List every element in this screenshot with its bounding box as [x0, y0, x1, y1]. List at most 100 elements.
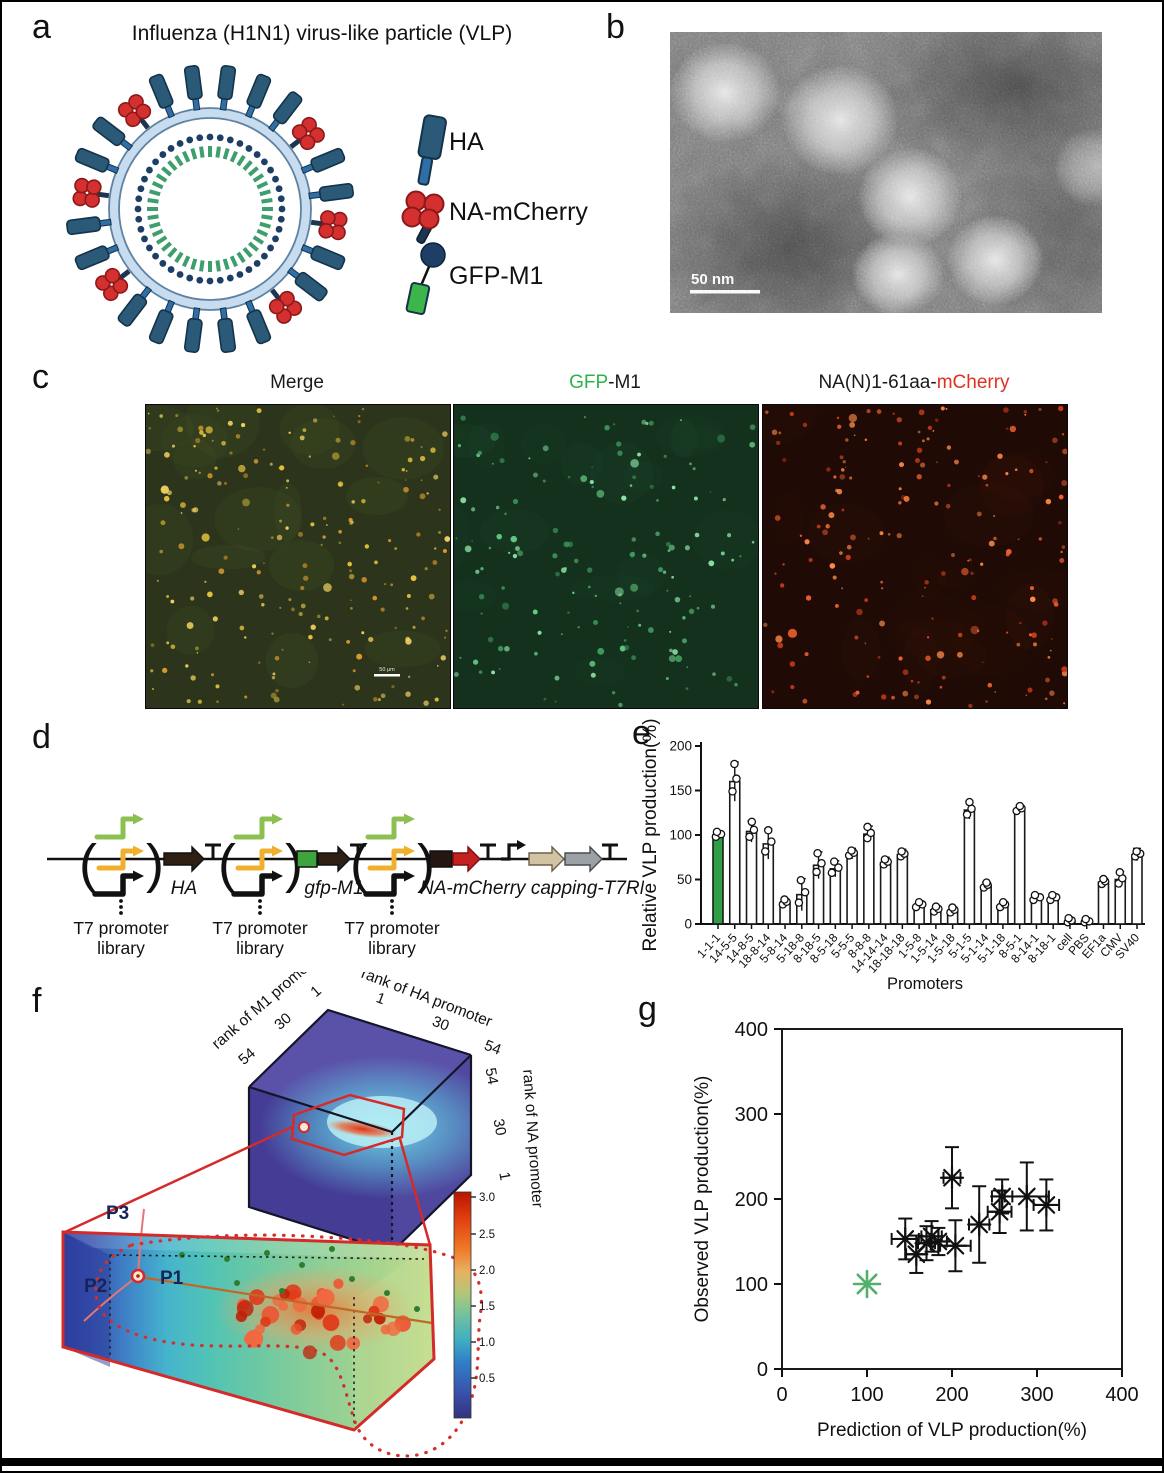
legend-label-na: NA-mCherry — [449, 198, 588, 226]
particle-dot — [175, 413, 179, 418]
gfp-rod — [190, 258, 198, 271]
particle-dot — [879, 531, 884, 536]
particle-dot — [580, 475, 588, 483]
particle-dot — [1031, 632, 1037, 639]
particle-dot — [604, 424, 610, 431]
particle-dot — [776, 440, 781, 446]
bar — [846, 852, 858, 925]
particle-dot — [552, 527, 559, 534]
m1-dot — [137, 185, 145, 193]
particle-dot — [542, 445, 549, 452]
particle-dot — [199, 430, 204, 435]
particle-dot — [258, 594, 264, 599]
particle-dot — [198, 471, 201, 475]
particle-dot — [302, 563, 308, 569]
data-point — [962, 810, 972, 819]
gfp-rod — [151, 181, 164, 190]
particle-dot — [502, 602, 510, 610]
particle-dot — [347, 561, 352, 567]
particle-dot — [299, 435, 305, 441]
particle-dot — [816, 524, 821, 529]
particle-dot — [555, 571, 560, 577]
particle-dot — [338, 530, 342, 534]
particle-dot — [170, 599, 175, 604]
particle-dot — [261, 602, 265, 607]
particle-dot — [380, 693, 386, 699]
asterisk-center — [953, 1243, 958, 1248]
scale-bar — [690, 290, 760, 294]
background-blotch — [808, 503, 886, 563]
particle-dot — [902, 690, 909, 697]
bracket: ) — [417, 834, 435, 894]
library-label-2b: library — [236, 938, 284, 958]
panel-d-label: d — [32, 718, 51, 756]
data-point — [829, 857, 839, 866]
particle-dot — [405, 607, 409, 610]
asterisk-center — [865, 1282, 869, 1286]
particle-dot — [178, 543, 185, 550]
particle-dot — [1029, 468, 1034, 474]
particle-dot — [478, 594, 485, 600]
colorbar-tick-label: 3.0 — [479, 1192, 495, 1204]
m1-dot — [159, 260, 167, 267]
particle-dot — [491, 670, 496, 675]
particle-dot — [497, 645, 504, 652]
library-dots — [258, 905, 262, 909]
particle-dot — [210, 673, 215, 677]
m1-dot — [226, 274, 234, 282]
particle-dot — [891, 695, 895, 700]
gfp-rod — [167, 246, 178, 258]
particle-dot — [480, 567, 484, 571]
particle-dot — [844, 466, 847, 469]
particle-dot — [534, 651, 538, 656]
particle-dot — [778, 431, 782, 435]
particle-dot — [404, 435, 411, 442]
particle-dot — [394, 547, 398, 550]
particle-dot — [180, 512, 183, 514]
m1-dot — [236, 271, 244, 278]
particle-dot — [285, 486, 288, 489]
particle-dot — [302, 428, 307, 433]
particle-dot — [619, 602, 622, 605]
particle-dot — [642, 553, 647, 558]
gfp-rod — [148, 189, 161, 197]
merge-micrograph: 50 μm — [145, 404, 451, 709]
background-blotch — [185, 405, 260, 458]
background-blotch — [841, 618, 881, 682]
particle-dot — [876, 409, 882, 414]
gfp-rod — [242, 246, 253, 258]
particle-dot — [957, 651, 963, 658]
particle-dot — [993, 515, 996, 517]
panel-g-scatter-plot: 0 100 200 300 400 0 100 200 300 400 Observed VLP p… — [692, 1019, 1139, 1441]
m1-dot — [277, 215, 285, 223]
promoter-arrowhead — [272, 813, 283, 825]
particle-dot — [954, 459, 959, 465]
particle-dot — [459, 656, 462, 660]
data-point — [948, 903, 957, 912]
m1-dot — [206, 133, 214, 141]
particle-dot — [490, 432, 499, 441]
inset-origin-marker — [298, 1121, 310, 1133]
particle-dot — [394, 626, 397, 630]
particle-dot — [866, 675, 870, 678]
particle-dot — [630, 458, 639, 468]
particle-dot — [636, 609, 640, 613]
particle-dot — [850, 534, 856, 541]
ha-spike — [300, 244, 346, 271]
hotspot-blob — [260, 1316, 271, 1328]
particle-dot — [839, 474, 846, 480]
particle-dot — [1058, 494, 1064, 500]
y-tick-label: 50 — [677, 872, 692, 887]
m1-tick: 54 — [235, 1045, 259, 1069]
data-point — [796, 875, 806, 885]
gene-arrow — [452, 845, 481, 873]
particle-dot — [478, 670, 483, 674]
particle-dot — [681, 638, 687, 644]
ha-tick: 54 — [482, 1037, 504, 1059]
particle-dot — [436, 665, 439, 667]
particle-dot — [790, 685, 795, 690]
scatter-point — [987, 1199, 1012, 1224]
background-blotch — [691, 510, 758, 570]
particle-dot — [426, 492, 429, 495]
particle-dot — [312, 418, 318, 423]
